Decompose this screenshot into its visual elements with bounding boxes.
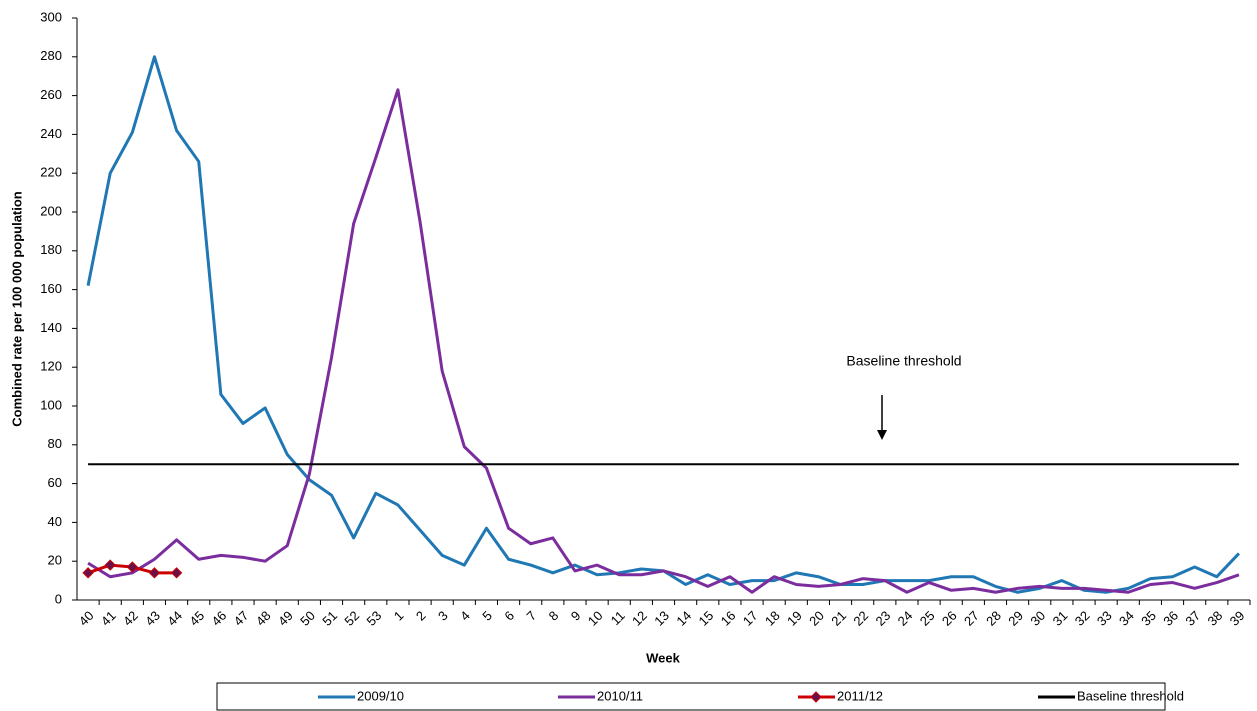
- x-tick-label: 22: [850, 608, 871, 629]
- x-tick-label: 12: [629, 608, 650, 629]
- x-tick-label: 14: [673, 608, 694, 629]
- series-line: [86, 55, 1241, 594]
- x-tick-label: 26: [939, 608, 960, 629]
- annotation-arrowhead: [877, 430, 887, 440]
- legend-label: Baseline threshold: [1077, 688, 1184, 703]
- x-tick-label: 39: [1227, 608, 1248, 629]
- x-tick-label: 7: [524, 608, 540, 624]
- y-tick-label: 80: [48, 436, 62, 451]
- y-tick-label: 60: [48, 475, 62, 490]
- x-tick-label: 52: [341, 608, 362, 629]
- y-tick-label: 300: [40, 9, 62, 24]
- x-tick-label: 9: [568, 608, 584, 624]
- legend-label: 2010/11: [597, 688, 643, 703]
- x-tick-label: 6: [501, 608, 517, 624]
- x-tick-label: 40: [76, 608, 97, 629]
- x-tick-label: 21: [828, 608, 849, 629]
- x-tick-label: 33: [1094, 608, 1115, 629]
- marker: [82, 567, 94, 579]
- y-tick-label: 40: [48, 514, 62, 529]
- y-tick-label: 120: [40, 359, 62, 374]
- y-tick-label: 20: [48, 553, 62, 568]
- marker: [170, 567, 183, 579]
- series-line: [87, 88, 1240, 594]
- y-tick-label: 160: [40, 281, 62, 296]
- x-tick-label: 44: [164, 608, 185, 629]
- x-tick-label: 37: [1182, 608, 1203, 629]
- y-tick-label: 180: [40, 242, 62, 257]
- y-tick-label: 220: [40, 165, 62, 180]
- x-tick-label: 50: [297, 608, 318, 629]
- x-tick-label: 35: [1138, 608, 1159, 629]
- x-tick-label: 51: [319, 608, 340, 629]
- y-tick-label: 100: [40, 397, 62, 412]
- x-tick-label: 28: [983, 608, 1004, 629]
- y-tick-label: 280: [40, 48, 62, 63]
- x-tick-label: 43: [142, 608, 163, 629]
- y-axis-label: Combined rate per 100 000 population: [9, 191, 24, 427]
- x-tick-label: 31: [1050, 608, 1071, 629]
- x-axis-label: Week: [646, 650, 680, 665]
- x-tick-label: 18: [762, 608, 783, 629]
- legend-marker: [810, 691, 822, 703]
- y-tick-label: 200: [40, 203, 62, 218]
- x-tick-label: 2: [413, 608, 429, 624]
- x-tick-label: 3: [435, 608, 451, 624]
- x-tick-label: 42: [120, 608, 141, 629]
- annotation: Baseline threshold: [846, 353, 961, 369]
- x-tick-label: 8: [546, 608, 562, 624]
- x-tick-label: 47: [231, 608, 252, 629]
- x-tick-label: 15: [695, 608, 716, 629]
- x-tick-label: 1: [391, 608, 407, 624]
- x-tick-label: 17: [740, 608, 761, 629]
- legend-label: 2009/10: [357, 688, 404, 703]
- x-tick-label: 32: [1072, 608, 1093, 629]
- x-tick-label: 24: [895, 608, 916, 629]
- x-tick-label: 11: [608, 608, 628, 628]
- marker: [126, 561, 139, 573]
- legend-label: 2011/12: [837, 688, 883, 703]
- x-tick-label: 49: [275, 608, 296, 629]
- x-tick-label: 38: [1205, 608, 1226, 629]
- x-tick-label: 34: [1116, 608, 1137, 629]
- x-tick-label: 27: [961, 608, 982, 629]
- x-tick-label: 5: [479, 608, 495, 624]
- y-tick-label: 240: [40, 126, 62, 141]
- y-tick-label: 140: [40, 320, 62, 335]
- x-tick-label: 19: [784, 608, 805, 629]
- x-tick-label: 48: [253, 608, 274, 629]
- x-tick-label: 53: [363, 608, 384, 629]
- x-tick-label: 41: [98, 608, 119, 629]
- x-tick-label: 29: [1005, 608, 1026, 629]
- x-tick-label: 13: [651, 608, 672, 629]
- marker: [104, 559, 116, 571]
- x-tick-label: 16: [718, 608, 739, 629]
- legend-box: [216, 682, 1166, 711]
- x-tick-label: 30: [1027, 608, 1048, 629]
- x-tick-label: 4: [457, 608, 473, 624]
- x-tick-label: 23: [873, 608, 894, 629]
- y-tick-label: 0: [55, 591, 62, 606]
- x-tick-label: 25: [917, 608, 938, 629]
- x-tick-label: 20: [806, 608, 827, 629]
- x-tick-label: 36: [1160, 608, 1181, 629]
- x-tick-label: 46: [209, 608, 230, 629]
- marker: [148, 567, 161, 579]
- y-tick-label: 260: [40, 87, 62, 102]
- x-tick-label: 10: [585, 608, 606, 629]
- x-tick-label: 45: [186, 608, 207, 629]
